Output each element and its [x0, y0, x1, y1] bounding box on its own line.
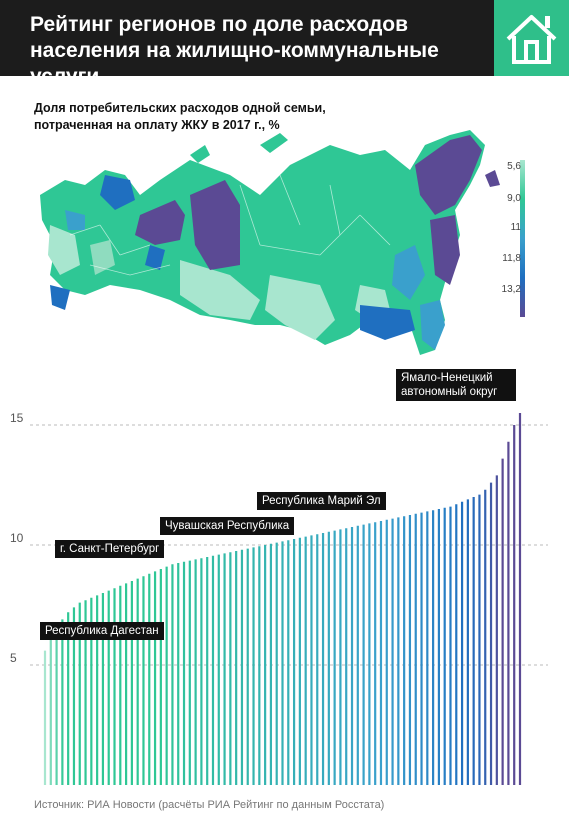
callout-yamal: Ямало-Ненецкий автономный округ [396, 369, 516, 401]
legend-label: 5,6 [507, 161, 521, 172]
legend-label: 11 [510, 222, 521, 233]
callout-chuvashia: Чувашская Республика [160, 517, 295, 535]
chart-subtitle: Доля потребительских расходов одной семь… [34, 101, 326, 132]
callout-dagestan: Республика Дагестан [40, 622, 164, 640]
title-box: Рейтинг регионов по доле расходов населе… [0, 0, 494, 88]
legend-color-bar [520, 160, 525, 317]
y-tick-label: 15 [10, 411, 24, 425]
source-note: Источник: РИА Новости (расчёты РИА Рейти… [34, 799, 385, 811]
russia-regions-map [40, 130, 500, 355]
header: Рейтинг регионов по доле расходов населе… [0, 0, 569, 88]
legend-label: 13,2 [501, 284, 521, 295]
y-tick-label: 5 [10, 651, 17, 665]
legend-label: 9,0 [507, 193, 521, 204]
icon-box [494, 0, 569, 76]
y-tick-label: 10 [10, 531, 24, 545]
bar-chart: 5 10 15 [10, 411, 548, 785]
callout-spb: г. Санкт-Петербург [55, 540, 165, 558]
legend-label: 11,8 [502, 253, 521, 264]
page-title: Рейтинг регионов по доле расходов населе… [30, 13, 439, 88]
callout-mari-el: Республика Марий Эл [257, 492, 386, 510]
house-icon [506, 15, 557, 64]
